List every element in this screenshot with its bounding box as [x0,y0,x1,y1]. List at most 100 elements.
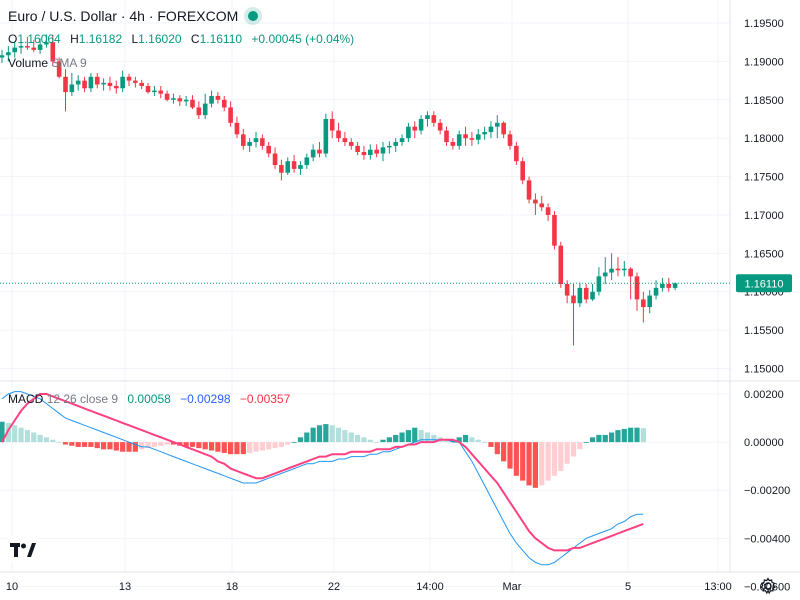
candle-body [495,122,500,127]
macd-histogram-bar [113,442,119,451]
candle [552,211,557,250]
macd-histogram-bar [335,427,342,443]
candle-body [310,149,316,158]
volume-label[interactable]: Volume [8,56,49,70]
candle [539,195,545,212]
candle [520,157,525,185]
candlesticks [0,34,678,346]
symbol-title[interactable]: Euro / U.S. Dollar · 4h · FOREXCOM [8,8,239,24]
macd-histogram-bar [228,442,234,455]
candle [25,36,30,50]
price-tick-label: 1.17000 [744,210,784,222]
macd-histogram-bar [208,442,215,451]
candle [107,76,113,91]
candle [387,141,392,154]
macd-histogram-bar [88,442,94,447]
candle-body [304,157,310,166]
macd-histogram-bar [266,442,272,450]
macd-histogram-bar [412,427,418,443]
macd-histogram-bar [285,442,291,445]
candle [183,95,189,106]
candle [215,92,221,104]
candle-body [602,272,608,277]
candle [0,49,5,63]
macd-histogram-bar [221,442,227,453]
volume-sma-label: SMA 9 [51,56,87,70]
macd-histogram-bar [18,427,24,443]
candle [190,95,195,110]
candle [75,75,81,91]
candle [622,261,627,277]
macd-histogram-bar [158,442,164,446]
candle-body [533,199,538,204]
candle [374,144,379,158]
candle-body [469,138,475,140]
candle [545,203,551,222]
macd-histogram-bar [278,442,284,447]
candle [583,284,589,304]
candle [641,291,646,323]
candle-body [425,115,430,119]
candle-body [355,145,360,152]
candle-body [545,207,551,215]
candle [431,111,437,127]
candle-body [380,147,386,154]
candle-body [94,76,100,85]
ohlc-open-value: 1.16064 [17,32,61,46]
candle-body [50,42,56,62]
candle [533,193,538,215]
macd-histogram-bar [253,442,259,452]
candle-body [171,98,176,100]
macd-histogram-bar [399,432,405,443]
candle-body [412,126,418,131]
candle-body [82,80,87,89]
candle-body [374,149,379,154]
candle-body [520,161,525,181]
candle-body [558,245,564,285]
candle [495,115,500,139]
gear-icon[interactable] [759,577,777,595]
macd-histogram-bar [380,439,386,443]
ohlc-high-value: 1.16182 [78,32,123,46]
macd-histogram-bar [443,439,450,443]
volume-legend[interactable]: Volume SMA 9 [8,56,87,70]
tradingview-logo-icon[interactable] [6,536,40,564]
macd-histogram-bar [488,442,494,447]
macd-histogram-bar [304,432,310,443]
candle-body [56,61,62,77]
macd-histogram-bar [589,437,596,443]
candle [310,144,316,162]
macd-legend[interactable]: MACD 12 26 close 9 0.00058 −0.00298 −0.0… [8,392,290,406]
macd-histogram-bar [170,442,177,445]
candle [260,134,265,150]
candle-body [590,291,595,300]
symbol-title-line[interactable]: Euro / U.S. Dollar · 4h · FOREXCOM [8,8,259,24]
macd-label[interactable]: MACD [8,392,44,406]
macd-histogram-bar [469,437,475,443]
candle [615,257,621,277]
macd-histogram-bar [310,427,316,443]
candle [647,290,652,314]
candle [469,132,475,146]
candle-body [247,142,252,146]
candle-body [336,130,341,139]
macd-histogram-bar [558,442,564,471]
macd-histogram-bar [107,442,113,450]
macd-histogram-bar [482,442,488,443]
macd-histogram-bar [151,442,157,447]
candle-body [209,95,214,104]
candle-body [196,107,202,116]
price-tick-label: 1.18000 [744,133,784,145]
macd-histogram-bar [431,434,437,443]
macd-histogram-bar [329,425,335,443]
candle [653,280,659,300]
candle-body [145,85,151,93]
candle [82,76,87,93]
candle-body [126,76,132,81]
macd-histogram-bar [532,442,538,488]
candle [202,93,208,119]
macd-tick-label: 0.00200 [744,389,784,401]
macd-histogram-bar [621,428,627,443]
candle-body [215,95,221,100]
